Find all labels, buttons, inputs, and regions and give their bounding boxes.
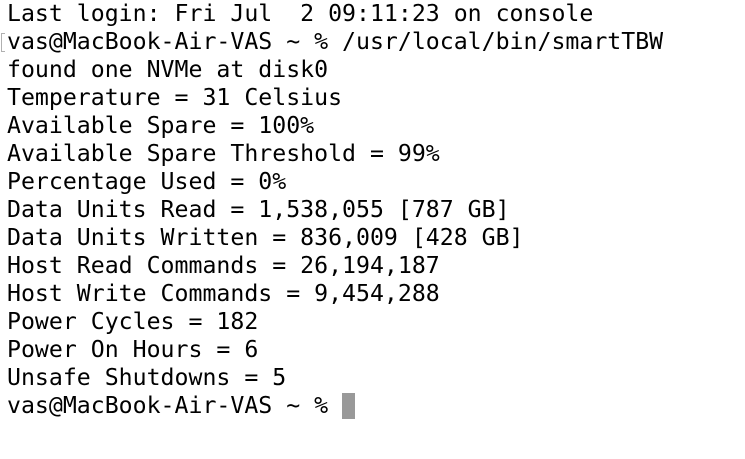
command-mark [1,33,5,52]
cursor [342,393,356,419]
output-line: Last login: Fri Jul 2 09:11:23 on consol… [7,0,594,27]
output-line: Available Spare Threshold = 99% [7,140,440,167]
output-line: Available Spare = 100% [7,112,315,139]
output-line: Temperature = 31 Celsius [7,84,343,111]
output-line: Host Read Commands = 26,194,187 [7,252,440,279]
prompt-line[interactable]: vas@MacBook-Air-VAS ~ % [7,392,663,420]
output-line: Power On Hours = 6 [7,336,259,363]
prompt: vas@MacBook-Air-VAS ~ % [7,392,343,419]
output-line: Host Write Commands = 9,454,288 [7,280,440,307]
output-line: found one NVMe at disk0 [7,56,329,83]
output-line: Percentage Used = 0% [7,168,287,195]
output-line: Data Units Read = 1,538,055 [787 GB] [7,196,510,223]
command-line: vas@MacBook-Air-VAS ~ % /usr/local/bin/s… [7,28,664,55]
output-line: Data Units Written = 836,009 [428 GB] [7,224,524,251]
output-line: Unsafe Shutdowns = 5 [7,364,287,391]
output-line: Power Cycles = 182 [7,308,259,335]
terminal-output[interactable]: Last login: Fri Jul 2 09:11:23 on consol… [7,0,663,420]
